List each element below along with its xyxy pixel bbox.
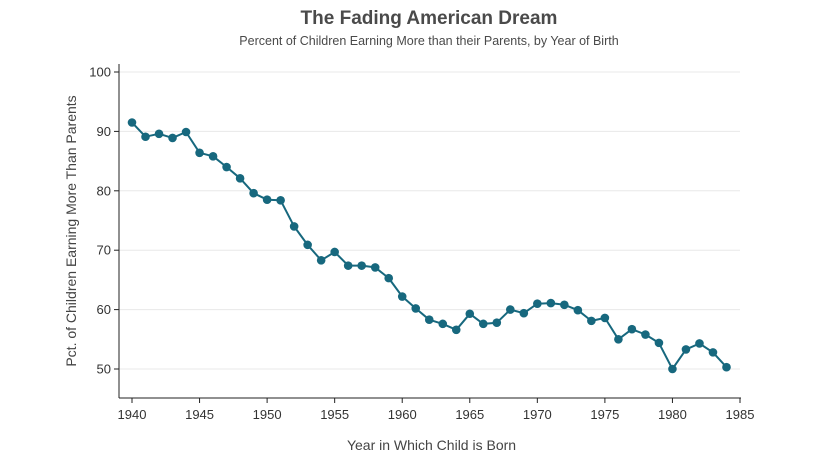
data-point	[154, 129, 164, 139]
y-tick-label: 80	[97, 183, 111, 198]
data-point	[587, 316, 596, 326]
data-point	[641, 330, 650, 339]
gridlines	[119, 71, 740, 370]
data-point	[411, 304, 421, 313]
data-point	[262, 195, 272, 205]
data-point	[208, 152, 218, 161]
data-point	[397, 292, 407, 301]
data-point	[627, 324, 637, 334]
data-point	[506, 305, 515, 314]
x-tick-label: 1950	[253, 407, 282, 422]
data-point	[614, 335, 623, 344]
x-axis-label: Year in Which Child is Born	[347, 437, 516, 453]
data-point	[222, 162, 231, 172]
x-tick-label: 1960	[388, 407, 417, 422]
y-tick-label: 50	[97, 362, 111, 377]
tick-labels: 50 60 70 80 90 100 1940 1945 1950 1955 1960 1965 197…	[89, 65, 754, 423]
chart-title: The Fading American Dream	[300, 8, 558, 29]
data-point	[384, 273, 394, 283]
data-point	[573, 305, 583, 315]
data-point	[681, 345, 691, 354]
x-tick-label: 1975	[590, 407, 619, 422]
data-point	[451, 325, 461, 335]
data-point	[424, 315, 434, 324]
data-point	[438, 319, 448, 329]
x-tick-label: 1970	[523, 407, 552, 422]
data-point	[357, 261, 366, 270]
chart-subtitle: Percent of Children Earning More than th…	[239, 34, 619, 48]
x-tick-label: 1980	[658, 407, 687, 422]
data-point	[235, 174, 245, 183]
data-point	[478, 319, 488, 329]
data-point	[533, 299, 542, 308]
y-tick-label: 60	[97, 302, 111, 317]
series-line	[131, 121, 728, 370]
data-point	[654, 338, 664, 348]
data-point	[195, 148, 204, 158]
data-point	[316, 255, 326, 265]
data-point	[546, 298, 556, 308]
data-point	[492, 318, 502, 327]
data-point	[695, 339, 704, 348]
data-point	[600, 313, 610, 323]
y-tick-label: 90	[97, 124, 111, 139]
data-point	[141, 132, 150, 142]
data-point	[343, 261, 353, 270]
data-point	[330, 247, 339, 257]
series	[127, 118, 731, 374]
data-point	[276, 196, 285, 205]
data-point	[168, 133, 177, 143]
data-point	[560, 300, 569, 310]
data-point	[303, 240, 312, 250]
data-point	[249, 188, 258, 198]
data-point	[519, 308, 529, 318]
x-tick-label: 1945	[185, 407, 214, 422]
axes	[114, 64, 741, 403]
data-point	[668, 364, 677, 374]
data-point	[722, 362, 731, 372]
x-tick-label: 1985	[726, 407, 755, 422]
y-tick-label: 100	[89, 65, 111, 80]
x-tick-label: 1965	[455, 407, 484, 422]
data-point	[181, 127, 191, 137]
x-tick-label: 1955	[320, 407, 349, 422]
x-tick-label: 1940	[118, 407, 147, 422]
data-point	[127, 118, 137, 127]
data-point	[465, 309, 475, 319]
y-axis-label: Pct. of Children Earning More Than Paren…	[63, 95, 79, 366]
data-point	[708, 348, 718, 357]
data-point	[370, 263, 380, 272]
data-point	[289, 222, 299, 231]
y-tick-label: 70	[97, 243, 111, 258]
